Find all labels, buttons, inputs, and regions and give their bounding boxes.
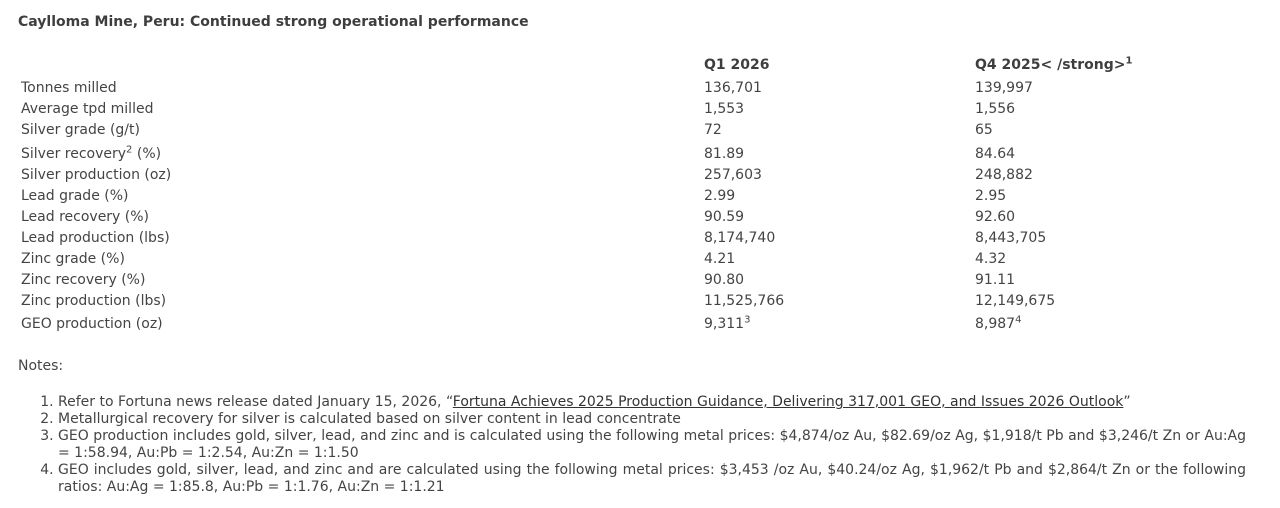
row-value-q1: 2.99 (704, 188, 736, 204)
note-item: Refer to Fortuna news release dated Janu… (58, 394, 1246, 411)
row-value-q1: 72 (704, 122, 722, 138)
table-row: Zinc production (lbs) 11,525,766 12,149,… (0, 291, 1280, 312)
row-value-q1: 81.89 (704, 146, 745, 162)
column-header-q1-label: Q1 2026 (704, 57, 770, 73)
row-value-q1: 9,3113 (704, 314, 751, 332)
row-value-q1: 8,174,740 (704, 230, 776, 246)
row-value-q4: 84.64 (975, 146, 1016, 162)
row-value-q1: 1,553 (704, 101, 745, 117)
row-label: Lead recovery (%) (21, 209, 150, 225)
page-title: Caylloma Mine, Peru: Continued strong op… (18, 14, 529, 30)
column-header-q4-label: Q4 2025< /strong> (975, 57, 1126, 73)
row-label: Lead production (lbs) (21, 230, 170, 246)
row-label: Zinc production (lbs) (21, 293, 167, 309)
row-value-q4: 91.11 (975, 272, 1016, 288)
row-value-q4: 8,443,705 (975, 230, 1047, 246)
note-item: Metallurgical recovery for silver is cal… (58, 411, 1246, 428)
table-row: Lead recovery (%) 90.59 92.60 (0, 207, 1280, 228)
row-value-q4: 92.60 (975, 209, 1016, 225)
row-label: Average tpd milled (21, 101, 154, 117)
note-item: GEO production includes gold, silver, le… (58, 428, 1246, 462)
column-header-q4-footnote: 1 (1125, 55, 1133, 67)
table-row: Lead production (lbs) 8,174,740 8,443,70… (0, 228, 1280, 249)
row-value-q4: 248,882 (975, 167, 1033, 183)
table-row: GEO production (oz) 9,3113 8,9874 (0, 314, 1280, 335)
row-value-q4: 8,9874 (975, 314, 1022, 332)
table-row: Silver grade (g/t) 72 65 (0, 120, 1280, 141)
row-value-q1: 90.80 (704, 272, 745, 288)
table-row: Silver production (oz) 257,603 248,882 (0, 165, 1280, 186)
table-row: Average tpd milled 1,553 1,556 (0, 99, 1280, 120)
row-label: Silver grade (g/t) (21, 122, 140, 138)
column-header-q4: Q4 2025< /strong>1 (975, 55, 1133, 73)
row-value-q4: 1,556 (975, 101, 1016, 117)
column-header-q1: Q1 2026 (704, 57, 769, 73)
row-label: GEO production (oz) (21, 316, 163, 332)
row-value-q1: 136,701 (704, 80, 762, 96)
row-label: Lead grade (%) (21, 188, 129, 204)
row-value-q4: 2.95 (975, 188, 1007, 204)
row-label: Silver production (oz) (21, 167, 172, 183)
row-value-q1: 90.59 (704, 209, 745, 225)
notes-heading: Notes: (18, 358, 64, 374)
row-value-q1: 4.21 (704, 251, 736, 267)
row-label: Tonnes milled (21, 80, 117, 96)
row-label: Zinc grade (%) (21, 251, 125, 267)
table-row: Zinc grade (%) 4.21 4.32 (0, 249, 1280, 270)
notes-list: Refer to Fortuna news release dated Janu… (0, 394, 1246, 496)
row-value-q4: 139,997 (975, 80, 1033, 96)
table-row: Lead grade (%) 2.99 2.95 (0, 186, 1280, 207)
row-value-q4: 65 (975, 122, 993, 138)
table-row: Zinc recovery (%) 90.80 91.11 (0, 270, 1280, 291)
row-label: Silver recovery2 (%) (21, 144, 162, 162)
row-label: Zinc recovery (%) (21, 272, 146, 288)
row-value-q4: 4.32 (975, 251, 1007, 267)
row-value-q1: 11,525,766 (704, 293, 785, 309)
row-value-q4: 12,149,675 (975, 293, 1056, 309)
note-item: GEO includes gold, silver, lead, and zin… (58, 462, 1246, 496)
table-row: Tonnes milled 136,701 139,997 (0, 78, 1280, 99)
table-row: Silver recovery2 (%) 81.89 84.64 (0, 144, 1280, 165)
row-value-q1: 257,603 (704, 167, 762, 183)
news-release-link[interactable]: Fortuna Achieves 2025 Production Guidanc… (452, 394, 1124, 410)
